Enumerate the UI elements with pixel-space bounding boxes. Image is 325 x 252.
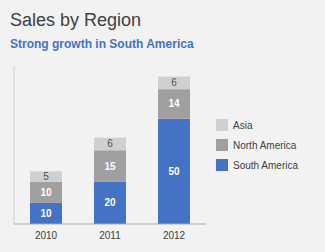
data-label: 5: [43, 171, 49, 182]
data-label: 14: [168, 98, 180, 109]
bar-segment: [158, 77, 190, 90]
title: Sales by Region: [10, 10, 141, 30]
bar-segment: [30, 171, 62, 182]
legend: Asia North America South America: [216, 119, 298, 171]
data-label: 6: [107, 138, 113, 149]
bar-segment: [30, 182, 62, 203]
data-label: 10: [40, 187, 52, 198]
legend-label: South America: [233, 160, 298, 171]
legend-swatch: [216, 119, 228, 131]
data-label: 15: [104, 161, 116, 172]
x-tick-label: 2011: [99, 230, 121, 241]
bar-segment: [30, 203, 62, 224]
y-axis-line: [14, 66, 15, 224]
bar-segment: [94, 182, 126, 224]
chart: Sales by Region Strong growth in South Am…: [0, 0, 325, 252]
legend-swatch: [216, 139, 228, 151]
bar-segment: [158, 89, 190, 118]
data-label: 20: [104, 197, 116, 208]
bars: [30, 77, 190, 224]
chart-container: Sales by Region Strong growth in South Am…: [0, 0, 325, 252]
data-label: 6: [171, 77, 177, 88]
legend-label: North America: [233, 140, 297, 151]
bar-segment: [94, 150, 126, 182]
x-axis-line: [14, 224, 206, 225]
data-label: 10: [40, 208, 52, 219]
x-tick-label: 2012: [163, 230, 186, 241]
subtitle: Strong growth in South America: [10, 37, 194, 51]
x-tick-label: 2010: [35, 230, 58, 241]
legend-label: Asia: [233, 120, 253, 131]
bar-segment: [158, 119, 190, 224]
data-labels: 10 10 5 20 15 6 50 14 6: [40, 77, 180, 219]
legend-swatch: [216, 159, 228, 171]
bar-segment: [94, 138, 126, 151]
data-label: 50: [168, 166, 180, 177]
background: [0, 0, 325, 252]
